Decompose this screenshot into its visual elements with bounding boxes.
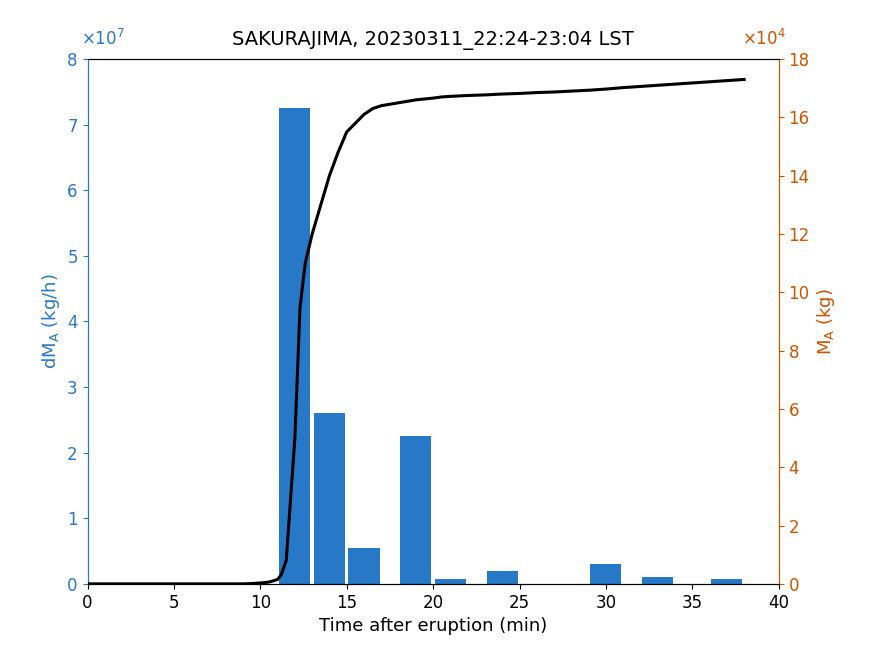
Title: SAKURAJIMA, 20230311_22:24-23:04 LST: SAKURAJIMA, 20230311_22:24-23:04 LST bbox=[232, 31, 634, 50]
Bar bbox=[348, 548, 380, 584]
Bar bbox=[642, 577, 674, 584]
Y-axis label: $\rm{M_A}$ (kg): $\rm{M_A}$ (kg) bbox=[816, 288, 837, 355]
Bar bbox=[487, 571, 518, 584]
Bar bbox=[591, 564, 621, 584]
Bar bbox=[435, 579, 466, 584]
Text: $\times10^4$: $\times10^4$ bbox=[742, 28, 786, 49]
Y-axis label: $\rm{dM_A}$ (kg/h): $\rm{dM_A}$ (kg/h) bbox=[39, 274, 61, 369]
Text: $\times10^7$: $\times10^7$ bbox=[80, 28, 124, 49]
Bar bbox=[279, 108, 311, 584]
Bar bbox=[400, 436, 431, 584]
Bar bbox=[711, 579, 743, 584]
Bar bbox=[314, 413, 345, 584]
X-axis label: Time after eruption (min): Time after eruption (min) bbox=[319, 617, 547, 635]
